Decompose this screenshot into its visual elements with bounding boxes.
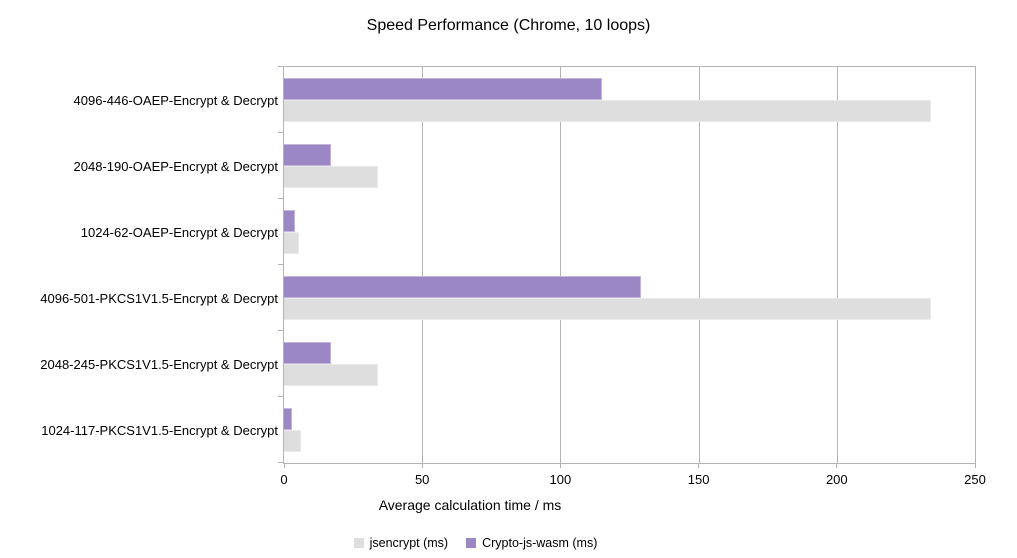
x-axis-tick	[283, 464, 285, 468]
bar	[284, 298, 931, 320]
legend-label: Crypto-js-wasm (ms)	[482, 536, 598, 550]
x-axis-tick	[559, 464, 561, 468]
y-axis-tick	[278, 330, 283, 331]
bar	[284, 100, 931, 122]
category-label: 2048-190-OAEP-Encrypt & Decrypt	[73, 158, 278, 174]
bar	[284, 210, 296, 232]
x-tick-label: 100	[549, 472, 572, 487]
x-tick-label: 0	[280, 472, 288, 487]
category-label: 1024-62-OAEP-Encrypt & Decrypt	[80, 224, 278, 240]
legend-item: jsencrypt (ms)	[353, 536, 449, 550]
x-tick-label: 250	[964, 472, 986, 487]
y-axis-tick	[278, 66, 283, 67]
y-axis-tick	[278, 396, 283, 397]
category-label: 4096-501-PKCS1V1.5-Encrypt & Decrypt	[40, 290, 278, 306]
x-axis-tick	[421, 464, 423, 468]
x-tick-label: 200	[825, 472, 848, 487]
bar	[284, 364, 378, 386]
legend-swatch-icon	[353, 538, 364, 548]
category-label: 4096-446-OAEP-Encrypt & Decrypt	[73, 92, 278, 108]
y-axis-tick	[278, 198, 283, 199]
x-tick-label: 150	[687, 472, 710, 487]
bar	[284, 78, 602, 100]
y-axis-tick	[278, 132, 283, 133]
gridline	[836, 67, 838, 463]
category-label: 1024-117-PKCS1V1.5-Encrypt & Decrypt	[41, 422, 278, 438]
x-tick-label: 50	[414, 472, 430, 487]
y-axis-tick	[278, 264, 283, 265]
category-label: 2048-245-PKCS1V1.5-Encrypt & Decrypt	[40, 356, 278, 372]
gridline	[422, 67, 424, 463]
bar	[284, 342, 331, 364]
bar	[284, 430, 301, 452]
bar	[284, 276, 641, 298]
gridline	[560, 67, 562, 463]
x-axis-title: Average calculation time / ms	[378, 497, 562, 513]
legend-swatch-icon	[466, 538, 477, 548]
y-axis-tick	[278, 462, 283, 463]
legend-label: jsencrypt (ms)	[369, 536, 449, 550]
bar	[284, 144, 331, 166]
bar	[284, 232, 300, 254]
bar	[284, 408, 293, 430]
gridline	[698, 67, 700, 463]
plot-area	[283, 66, 976, 464]
legend: jsencrypt (ms) Crypto-js-wasm (ms)	[0, 536, 984, 550]
x-axis-tick	[836, 464, 838, 468]
bar	[284, 166, 378, 188]
legend-item: Crypto-js-wasm (ms)	[466, 536, 597, 550]
x-axis-tick	[698, 464, 700, 468]
chart-title: Speed Performance (Chrome, 10 loops)	[366, 17, 651, 34]
x-axis-tick	[974, 464, 976, 468]
